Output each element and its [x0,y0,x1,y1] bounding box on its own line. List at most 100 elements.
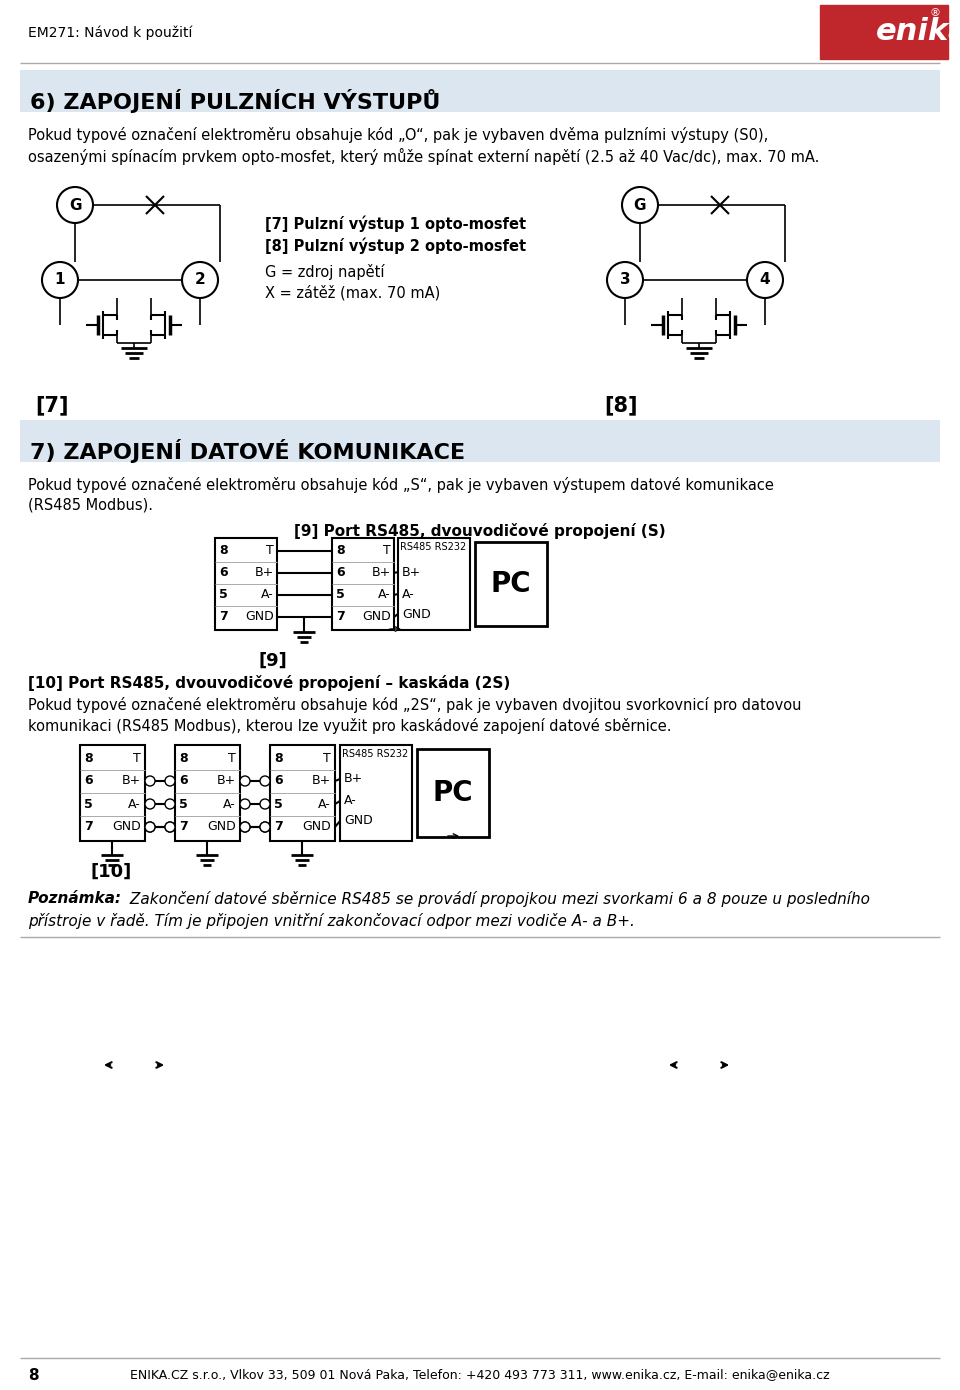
Text: [9]: [9] [258,652,287,670]
Text: GND: GND [245,610,274,624]
Text: 5: 5 [179,798,188,810]
Text: ®: ® [929,8,941,18]
Text: 6: 6 [219,567,228,580]
Text: GND: GND [112,820,141,834]
Circle shape [165,799,175,809]
Text: [7]: [7] [35,395,68,416]
Text: Poznámka:: Poznámka: [28,891,122,906]
Text: Pokud typové označení elektroměru obsahuje kód „O“, pak je vybaven dvěma pulzním: Pokud typové označení elektroměru obsahu… [28,126,768,143]
Circle shape [240,799,250,809]
Text: 2: 2 [195,272,205,288]
Text: RS485 RS232: RS485 RS232 [400,542,467,552]
Text: GND: GND [207,820,236,834]
Bar [175,745,240,841]
Circle shape [240,776,250,785]
Text: A-: A- [378,588,391,602]
Text: 7: 7 [84,820,93,834]
Text: GND: GND [302,820,331,834]
Text: 8: 8 [219,545,228,557]
Text: T: T [266,545,274,557]
Bar [215,538,277,630]
Bar [820,6,948,58]
Text: GND: GND [344,815,372,827]
Text: [10] Port RS485, dvouvodičové propojení – kaskáda (2S): [10] Port RS485, dvouvodičové propojení … [28,676,511,691]
Text: B+: B+ [312,774,331,788]
Bar [417,749,489,837]
Circle shape [145,821,155,833]
Text: PC: PC [491,570,531,598]
Bar [80,745,145,841]
Text: Pokud typové označené elektroměru obsahuje kód „2S“, pak je vybaven dvojitou svo: Pokud typové označené elektroměru obsahu… [28,696,802,713]
Text: GND: GND [402,607,431,620]
Bar [20,420,940,461]
Text: 5: 5 [219,588,228,602]
Text: 7: 7 [219,610,228,624]
Text: A-: A- [344,795,357,808]
Text: Zakončení datové sběrnice RS485 se provádí propojkou mezi svorkami 6 a 8 pouze u: Zakončení datové sběrnice RS485 se prová… [125,891,870,908]
Text: G = zdroj napětí: G = zdroj napětí [265,264,385,279]
Text: 6) ZAPOJENÍ PULZNÍCH VÝSTUPŮ: 6) ZAPOJENÍ PULZNÍCH VÝSTUPŮ [30,89,441,113]
Text: 8: 8 [179,752,187,764]
Text: 5: 5 [274,798,283,810]
Circle shape [165,776,175,785]
Text: 5: 5 [336,588,345,602]
Text: [8] Pulzní výstup 2 opto-mosfet: [8] Pulzní výstup 2 opto-mosfet [265,238,526,253]
Text: osazenými spínacím prvkem opto-mosfet, který může spínat externí napětí (2.5 až : osazenými spínacím prvkem opto-mosfet, k… [28,147,820,165]
Circle shape [57,188,93,222]
Text: 6: 6 [179,774,187,788]
Circle shape [260,799,270,809]
Text: [8]: [8] [604,395,637,416]
Circle shape [260,821,270,833]
Text: B+: B+ [402,566,421,578]
Text: 7: 7 [179,820,188,834]
Text: 8: 8 [28,1368,38,1383]
Text: PC: PC [433,778,473,808]
Bar [340,745,412,841]
Text: A-: A- [129,798,141,810]
Text: 6: 6 [336,567,345,580]
Bar [332,538,394,630]
Text: 4: 4 [759,272,770,288]
Text: 8: 8 [274,752,282,764]
Circle shape [622,188,658,222]
Text: 8: 8 [84,752,92,764]
Text: G: G [634,197,646,213]
Text: G: G [69,197,82,213]
Text: [10]: [10] [90,863,132,881]
Text: B+: B+ [344,773,363,785]
Circle shape [165,821,175,833]
Circle shape [260,776,270,785]
Circle shape [42,261,78,297]
Text: A-: A- [261,588,274,602]
Text: [9] Port RS485, dvouvodičové propojení (S): [9] Port RS485, dvouvodičové propojení (… [294,523,666,539]
Circle shape [260,821,270,833]
Circle shape [145,776,155,785]
Text: RS485 RS232: RS485 RS232 [342,749,408,759]
Text: 8: 8 [336,545,345,557]
Text: GND: GND [362,610,391,624]
Text: 1: 1 [55,272,65,288]
Text: T: T [383,545,391,557]
Text: ENIKA.CZ s.r.o., Vlkov 33, 509 01 Nová Paka, Telefon: +420 493 773 311, www.enik: ENIKA.CZ s.r.o., Vlkov 33, 509 01 Nová P… [131,1369,829,1382]
Text: přístroje v řadě. Tím je připojen vnitřní zakončovací odpor mezi vodiče A- a B+.: přístroje v řadě. Tím je připojen vnitřn… [28,913,635,929]
Text: A-: A- [319,798,331,810]
Circle shape [607,261,643,297]
Text: T: T [324,752,331,764]
Circle shape [747,261,783,297]
Text: enika: enika [876,18,960,46]
Text: T: T [133,752,141,764]
Text: T: T [228,752,236,764]
Circle shape [165,821,175,833]
Text: A-: A- [224,798,236,810]
Text: 6: 6 [274,774,282,788]
Text: 5: 5 [84,798,93,810]
Circle shape [145,821,155,833]
Text: 7) ZAPOJENÍ DATOVÉ KOMUNIKACE: 7) ZAPOJENÍ DATOVÉ KOMUNIKACE [30,439,466,463]
Text: 7: 7 [274,820,283,834]
Text: B+: B+ [122,774,141,788]
Bar [398,538,470,630]
Text: B+: B+ [372,567,391,580]
Circle shape [240,821,250,833]
Circle shape [145,799,155,809]
Text: Pokud typové označené elektroměru obsahuje kód „S“, pak je vybaven výstupem dato: Pokud typové označené elektroměru obsahu… [28,477,774,493]
